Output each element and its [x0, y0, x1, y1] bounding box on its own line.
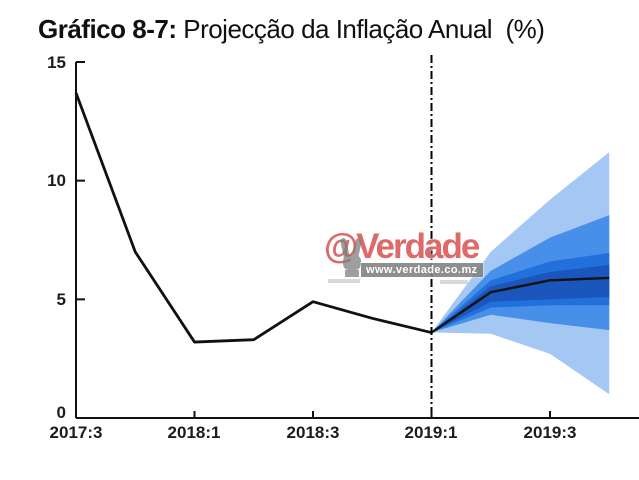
y-tick-label-15: 15: [47, 53, 66, 72]
x-tick-label-2018-3: 2018:3: [286, 423, 340, 442]
x-tick-label-2019-3: 2019:3: [523, 423, 577, 442]
projection-central-line: [430, 276, 610, 334]
fan-band-inner: [431, 264, 610, 333]
x-tick-label-2018-1: 2018:1: [167, 423, 221, 442]
chart-title-text: Projecção da Inflação Anual (%): [176, 14, 545, 44]
watermark-fineprint: [440, 280, 468, 284]
y-tick-label-10: 10: [47, 171, 66, 190]
x-tick-label-2017-3: 2017:3: [49, 423, 103, 442]
x-tick-label-2019-1: 2019:1: [404, 423, 458, 442]
history-line: [74, 92, 432, 344]
y-tick-label-0: 0: [56, 403, 66, 422]
watermark-fineprint: [328, 279, 360, 283]
chart-title: Gráfico 8-7: Projecção da Inflação Anual…: [38, 14, 545, 45]
y-tick-label-5: 5: [56, 290, 66, 309]
chart-title-prefix: Gráfico 8-7:: [38, 14, 177, 44]
watermark: @Verdade www.verdade.co.mz: [324, 229, 494, 290]
watermark-url: www.verdade.co.mz: [361, 263, 483, 277]
watermark-victory-hand-icon: [340, 238, 362, 277]
